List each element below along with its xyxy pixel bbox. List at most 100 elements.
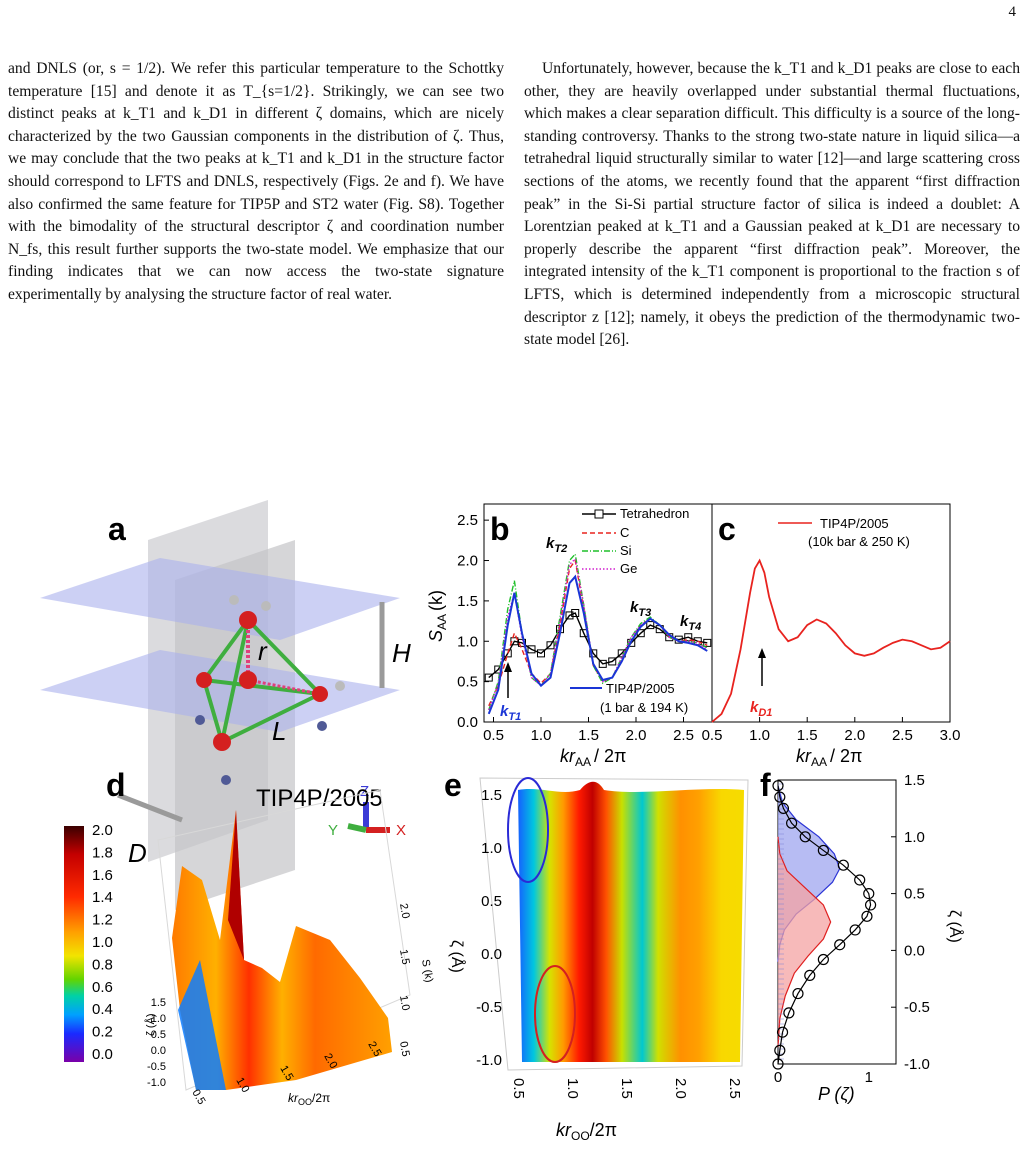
panel-letter-d: d [106,767,126,803]
e-xtick-label: 1.0 [564,1078,581,1099]
b-point [565,611,574,620]
label-r: r [258,636,268,666]
panel-letter-c: c [718,511,736,547]
b-ytick-label: 0.5 [457,674,478,691]
dnls-region-ellipse [534,965,576,1063]
b-ytick-label: 2.5 [457,512,478,529]
peak-label-kt1: kT1 [500,703,521,723]
f-point [817,953,829,966]
panel-b-ylabel: SAA(k) [426,590,449,642]
e-ytick-label: -1.0 [476,1052,502,1069]
e-xtick-label: 0.5 [510,1078,527,1099]
f-point [774,791,786,803]
c-xtick-label: 0.5 [702,727,723,744]
panel-a: a r H L D [40,500,411,910]
panel-c-legend-1: TIP4P/2005 [820,516,889,531]
peak-label-kt2: kT2 [546,535,567,555]
c-xtick-label: 2.5 [892,727,913,744]
b-point [546,641,555,650]
f-point [864,899,877,911]
d-ztick-label: 2.0 [397,902,411,919]
b-point [598,659,607,668]
axis-y-label: Y [328,822,338,839]
c-series-line [711,558,951,723]
f-point [834,939,846,951]
colorbar-tick-label: 0.8 [92,956,113,973]
f-ytick-label: 0.5 [904,886,925,903]
f-point [772,1058,784,1070]
colorbar-tick-label: 1.6 [92,867,113,884]
e-xtick-label: 2.5 [726,1078,743,1099]
label-l: L [272,716,286,746]
left-paragraph: and DNLS (or, s = 1/2). We refer this pa… [8,60,504,303]
b-legend-marker [594,509,604,519]
f-fill-0 [778,785,840,962]
f-xtick-label: 0 [774,1069,782,1086]
d-ytick-label: 0.0 [151,1045,166,1057]
axis-x-label: X [396,822,406,839]
panel-letter-a: a [108,511,126,547]
kd1-arrowhead [758,648,766,658]
f-point [804,969,816,981]
b-series-line-4 [487,574,708,715]
peak-label-kt3: kT3 [630,599,651,619]
panel-d-box [157,789,411,1091]
panel-letter-e: e [444,767,462,803]
panel-d-surface [172,810,392,1090]
f-point [799,831,811,843]
plane-horizontal-top [40,558,400,640]
b-point [484,673,493,682]
b-ytick-label: 1.0 [457,633,478,650]
peak-label-kt4: kT4 [680,613,701,633]
panel-d-title: TIP4P/2005 [256,785,383,812]
b-point [571,609,580,617]
panel-c-legend-2: (10k bar & 250 K) [808,534,910,549]
b-point [646,621,655,630]
f-curve-1 [777,836,832,1047]
panel-b-xlabel: krAA/ 2π [560,746,626,769]
b-xtick-label: 1.5 [578,727,599,744]
panel-c: 0.5 1.0 1.5 2.0 2.5 3.0 c TIP4P/2005 (10k bar… [702,503,961,769]
panel-e-box [479,777,749,1071]
d-ztick-label: 0.5 [397,1040,411,1057]
d-ytick-label: 1.5 [151,997,166,1009]
f-ytick-label: 1.0 [904,829,925,846]
d-ytick-label: -1.0 [147,1077,166,1089]
f-ytick-label: -0.5 [904,999,930,1016]
panel-e-ticks: 1.5 1.0 0.5 0.0 -0.5 -1.0 0.5 1.0 1.5 2.0 2.5 [476,787,743,1099]
d-ytick-label: 1.0 [151,1013,166,1025]
f-point [783,1007,795,1019]
panel-f: f 1.5 1.0 0.5 0.0 -0.5 -1.0 0 1 P (ζ) ζ (Å) [760,767,965,1104]
panel-d-xlabel: krOO/2π [288,1091,330,1107]
f-point [774,1044,786,1056]
d-xtick-label: 0.5 [189,1088,207,1107]
f-point [861,910,873,922]
colorbar-ticks: 2.0 1.8 1.6 1.4 1.2 1.0 0.8 0.6 0.4 0.2 0.0 [92,822,113,1063]
c-xtick-label: 1.0 [749,727,770,744]
d-ytick-label: -0.5 [147,1061,166,1073]
kt1-arrowhead [504,662,512,672]
ldfs-region-ellipse [507,777,549,883]
f-ytick-label: 0.0 [904,942,925,959]
panel-c-plot: 0.5 1.0 1.5 2.0 2.5 3.0 [702,558,961,744]
label-d: D [128,838,147,868]
panel-f-plot: 1.5 1.0 0.5 0.0 -0.5 -1.0 0 1 [772,772,930,1086]
colorbar-tick-label: 2.0 [92,822,113,839]
b-ytick-label: 0.0 [457,714,478,731]
f-point [854,874,866,886]
panel-e: e 1.5 1.0 0.5 0.0 -0.5 -1.0 0.5 1.0 1.5 2.0 2.5 kr… [444,767,749,1143]
colorbar-tick-label: 0.0 [92,1046,113,1063]
f-total-line [777,785,872,1065]
panel-e-ylabel: ζ (Å) [448,940,467,973]
panel-d-ylabel: ζ (Å) [144,1013,157,1036]
b-legend-label-2: (1 bar & 194 K) [600,700,688,715]
panel-b-plot: 0.5 1.0 1.5 2.0 2.5 0.0 0.5 1.0 1.5 2.0 2.5 [457,512,712,744]
f-xtick-label: 1 [865,1069,873,1086]
figure-2: a r H L D [40,500,965,1143]
c-xtick-label: 2.0 [844,727,865,744]
c-xtick-label: 3.0 [940,727,961,744]
b-series-line-0 [488,612,708,679]
panel-d-surface-low [178,960,226,1090]
colorbar [64,826,84,1062]
colorbar-tick-label: 1.8 [92,844,113,861]
